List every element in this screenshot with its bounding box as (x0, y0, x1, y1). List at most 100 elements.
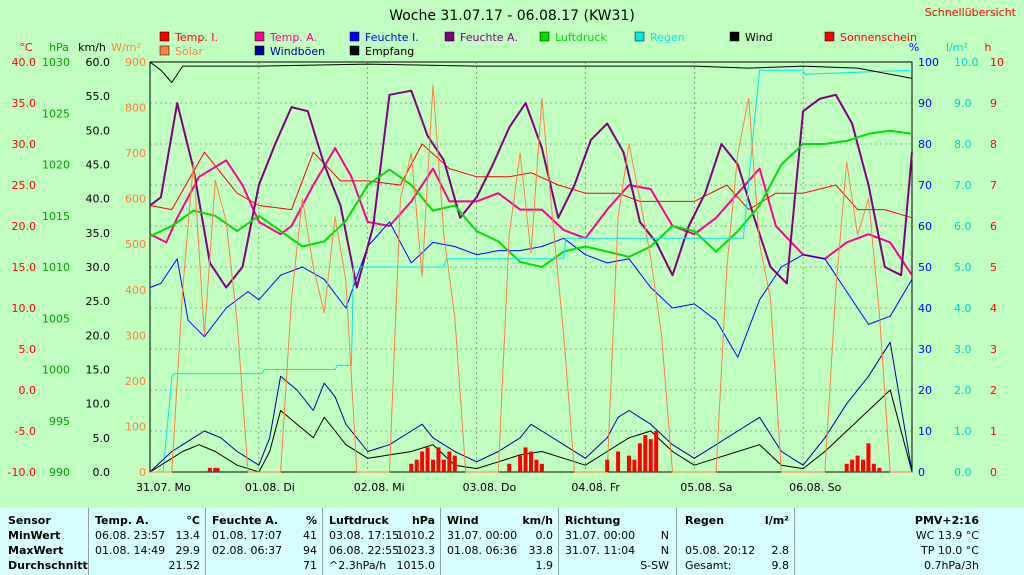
temp-min: 13.4 (175, 529, 201, 542)
day-label: 06.08. So (789, 481, 841, 494)
sonnenschein-bar (436, 447, 441, 472)
sun-tick-label: 6 (990, 220, 997, 233)
solar-tick-label: 800 (125, 102, 146, 115)
temp-unit: °C (186, 514, 200, 527)
pressure-tick-label: 1030 (42, 56, 70, 69)
pressure-tick-label: 995 (49, 415, 70, 428)
temp-min-time: 06.08. 23:57 (95, 529, 166, 542)
humidity-tick-label: 100 (918, 56, 939, 69)
wind-tick-label: 25.0 (86, 295, 111, 308)
temp-tick-label: 10.0 (12, 302, 37, 315)
windb-en-line (149, 341, 913, 473)
legend-swatch (349, 45, 360, 56)
pressure-tick-label: 1010 (42, 261, 70, 274)
feuchte-a-line (149, 89, 913, 289)
pressure-tick-label: 1025 (42, 107, 70, 120)
sonnenschein-bar (637, 443, 642, 472)
temp-i-line (149, 143, 913, 219)
wind-max-time: 01.08. 06:36 (447, 544, 518, 557)
temp-tick-label: 25.0 (12, 179, 37, 192)
sonnenschein-bar (529, 451, 533, 472)
rain-tick-label: 2.0 (954, 384, 972, 397)
legend-label: Temp. I. (174, 31, 218, 44)
sonnenschein-bar (425, 447, 430, 472)
legend-label: Empfang (365, 45, 414, 58)
legend-swatch (349, 31, 360, 42)
legend-label: Feuchte A. (460, 31, 518, 44)
sun-tick-label: 7 (990, 179, 997, 192)
solar-tick-label: 500 (125, 238, 146, 251)
humidity-avg: 71 (303, 559, 317, 572)
sun-tick-label: 0 (990, 466, 997, 479)
day-label: 03.08. Do (463, 481, 517, 494)
sonnenschein-bar (534, 459, 539, 472)
temp-tick-label: 15.0 (12, 261, 37, 274)
pressure-tick-label: 1000 (42, 364, 70, 377)
row-avg: Durchschnitt (8, 559, 88, 572)
sonnenschein-bar (877, 467, 882, 472)
unit-sun: h (985, 41, 992, 54)
sonnenschein-bar (855, 455, 860, 472)
quick-overview-link[interactable]: Schnellübersicht (925, 6, 1017, 19)
temp-title: Temp. A. (95, 514, 149, 527)
sonnenschein-bar (871, 463, 876, 472)
unit-humidity: % (909, 41, 919, 54)
solar-line (150, 84, 912, 473)
direction-max: N (660, 544, 669, 557)
rain-tick-label: 8.0 (954, 138, 972, 151)
sonnenschein-bar (654, 431, 659, 472)
legend-label: Windböen (270, 45, 325, 58)
sun-tick-label: 5 (990, 261, 997, 274)
wind-tick-label: 50.0 (86, 124, 111, 137)
legend-label: Regen (650, 31, 685, 44)
sonnenschein-bar (866, 443, 871, 472)
day-labels: 31.07. Mo 01.08. Di 02.08. Mi 03.08. Do 04.0… (136, 481, 842, 494)
legend-label: Sonnenschein (840, 31, 917, 44)
pmv-title: PMV+2:16 (914, 514, 979, 527)
sonnenschein-bar (626, 455, 631, 472)
rain-tick-label: 3.0 (954, 343, 972, 356)
wind-tick-label: 45.0 (86, 159, 111, 172)
regen-line (150, 69, 913, 473)
solar-tick-label: 600 (125, 193, 146, 206)
weather-chart: Woche 31.07.17 - 06.08.17 (KW31) Schnell… (8, 6, 1017, 494)
wind-unit: km/h (522, 514, 553, 527)
rain-tick-label: 9.0 (954, 97, 972, 110)
rain-unit: l/m² (764, 514, 789, 527)
wind-tick-label: 35.0 (86, 227, 111, 240)
temp-tick-label: 40.0 (12, 56, 37, 69)
humidity-title: Feuchte A. (212, 514, 279, 527)
temp-max-time: 01.08. 14:49 (95, 544, 166, 557)
pressure-unit: hPa (411, 514, 435, 527)
rain-total-label: Gesamt: (685, 559, 732, 572)
direction-title: Richtung (565, 514, 621, 527)
wind-tick-label: 20.0 (86, 329, 111, 342)
humidity-tick-label: 20 (918, 384, 932, 397)
sun-tick-label: 9 (990, 97, 997, 110)
sonnenschein-bar (414, 459, 419, 472)
unit-solar: W/m² (111, 41, 141, 54)
temp-tick-label: -10.0 (8, 466, 36, 479)
unit-wind: km/h (78, 41, 106, 54)
sonnenschein-bar (643, 435, 648, 472)
temp-avg: 21.52 (168, 559, 201, 572)
temp-a-line (149, 147, 913, 276)
pressure-max: 1023.3 (396, 544, 436, 557)
rain-total: 9.8 (771, 559, 790, 572)
sonnenschein-bar (431, 459, 436, 472)
sonnenschein-bar (215, 467, 220, 472)
chart-title: Woche 31.07.17 - 06.08.17 (KW31) (389, 8, 635, 24)
day-label: 02.08. Mi (354, 481, 405, 494)
wind-tick-label: 55.0 (86, 90, 111, 103)
summary-row-labels: Sensor MinWert MaxWert Durchschnitt (0, 508, 88, 575)
legend-swatch (254, 45, 265, 56)
rain-title: Regen (685, 514, 725, 527)
humidity-tick-label: 50 (918, 261, 932, 274)
legend-swatch (729, 31, 740, 42)
solar-tick-label: 0 (139, 466, 146, 479)
summary-humidity: Feuchte A. % 01.08. 17:07 41 02.08. 06:3… (205, 508, 323, 575)
sun-tick-label: 4 (990, 302, 997, 315)
pressure-title: Luftdruck (329, 514, 389, 527)
day-label: 04.08. Fr (571, 481, 620, 494)
sonnenschein-bar (507, 463, 512, 472)
